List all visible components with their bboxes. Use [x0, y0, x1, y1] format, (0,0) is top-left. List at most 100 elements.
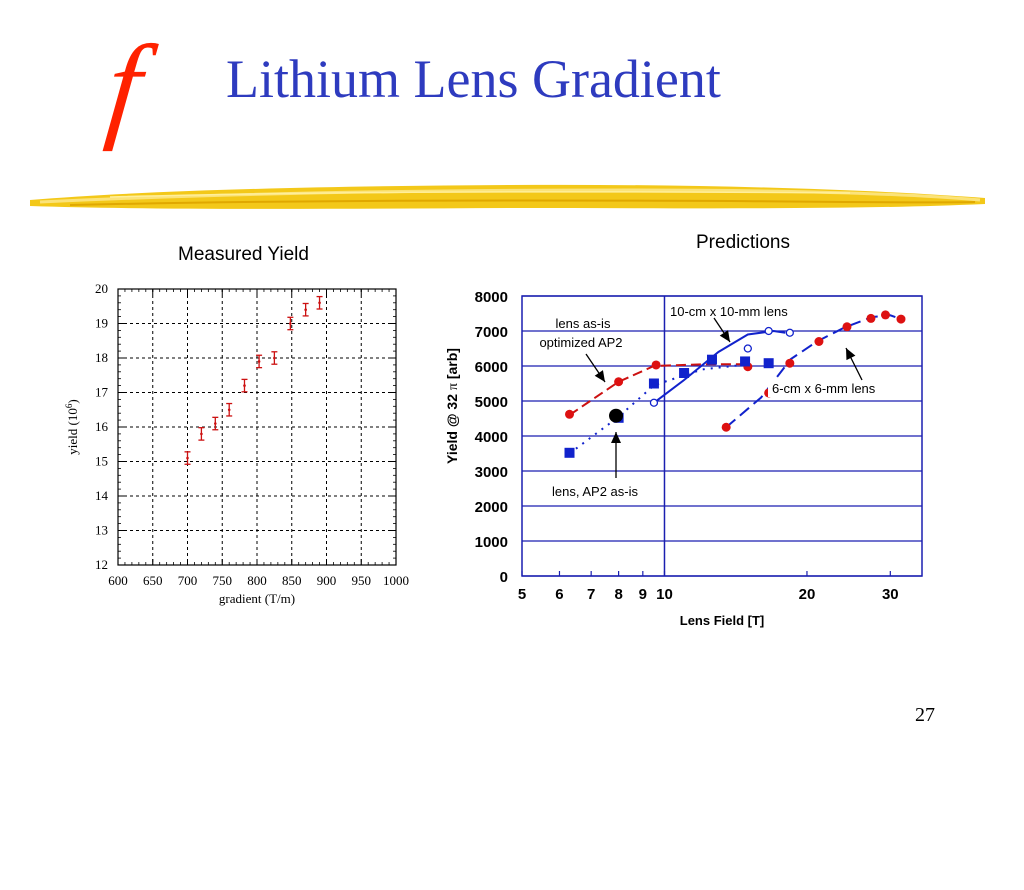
data-point: [214, 422, 217, 425]
data-point-square: [679, 368, 690, 378]
data-point: [227, 408, 231, 412]
y-tick-label: 4000: [475, 429, 508, 446]
error-bar-point: [256, 354, 263, 369]
data-point: [186, 456, 189, 460]
y-axis-label-exponent: 6: [64, 403, 74, 408]
x-tick-label: 1000: [383, 573, 409, 588]
annotation-arrowhead: [611, 432, 621, 443]
x-tick-label: 800: [247, 573, 267, 588]
highlight-point: [609, 408, 624, 423]
error-bar-point: [212, 416, 219, 431]
y-tick-label: 0: [500, 569, 508, 586]
x-tick-label: 850: [282, 573, 302, 588]
error-bar-point: [226, 402, 233, 417]
data-point-open-circle: [785, 328, 794, 337]
y-tick-label: 14: [95, 488, 109, 503]
error-bar-point: [302, 302, 309, 317]
y-tick-label: 15: [95, 454, 108, 469]
annotation-ann_6cm: 6-cm x 6-mm lens: [772, 381, 876, 396]
data-point: [257, 360, 261, 363]
x-tick-label: 30: [882, 586, 899, 603]
x-tick-label: 700: [178, 573, 198, 588]
y-tick-label: 5000: [475, 394, 508, 411]
annotation-ann_lens_asis: lens as-is: [556, 316, 611, 331]
x-tick-label: 950: [352, 573, 372, 588]
series-line-lens_asis_optimized: [568, 363, 748, 416]
y-tick-label: 12: [95, 557, 108, 572]
y-tick-label: 16: [95, 419, 109, 434]
error-bar-point: [241, 378, 248, 393]
data-point: [273, 356, 276, 360]
y-tick-label: 18: [95, 350, 108, 365]
annotation-background: [668, 303, 808, 320]
annotation-arrowhead: [719, 330, 730, 342]
y-tick-label: 7000: [475, 324, 508, 341]
data-point-circle: [614, 377, 624, 387]
annotation-arrow: [611, 432, 621, 478]
annotation-ann_ap2: lens, AP2 as-is: [552, 484, 638, 499]
data-point-open-circle: [649, 398, 659, 407]
annotation-ann_10cm: 10-cm x 10-mm lens: [670, 304, 788, 319]
data-point: [318, 301, 321, 305]
y-axis-label-pi: π: [446, 383, 461, 390]
x-axis-label: Lens Field [T]: [680, 613, 765, 628]
x-tick-label: 750: [213, 573, 233, 588]
error-bar-point: [198, 427, 205, 441]
x-axis-label: gradient (T/m): [219, 591, 295, 606]
slide-logo-letter: f: [101, 21, 148, 152]
y-tick-label: 8000: [475, 289, 508, 306]
data-point: [289, 322, 292, 325]
x-tick-label: 20: [799, 586, 816, 603]
y-tick-label: 2000: [475, 499, 508, 516]
x-tick-label: 10: [656, 586, 673, 603]
x-tick-label: 6: [555, 586, 563, 603]
page-number: 27: [915, 704, 935, 726]
data-point-square: [706, 354, 717, 365]
x-tick-label: 900: [317, 573, 337, 588]
data-point: [304, 308, 307, 311]
y-tick-label: 13: [95, 523, 108, 538]
y-tick-label: 20: [95, 281, 108, 296]
y-axis-label: yield (106): [64, 399, 80, 454]
data-point: [200, 432, 203, 436]
y-axis-label-text: ): [65, 399, 80, 403]
x-tick-label: 7: [587, 586, 595, 603]
data-point-circle: [651, 360, 661, 370]
x-tick-label: 9: [639, 586, 647, 603]
error-bar-point: [287, 316, 294, 331]
plot-frame: [521, 295, 923, 577]
error-bar-point: [271, 351, 278, 365]
y-axis-label-text: yield (10: [65, 408, 80, 455]
y-axis-label-unit: [arb]: [444, 348, 460, 383]
measured-yield-chart: 600 650 700 750 800 850 900 950 1000 12 13 14 15 16 17…: [64, 281, 409, 606]
y-tick-label: 6000: [475, 359, 508, 376]
annotation-arrowhead: [594, 370, 605, 382]
annotation-arrow: [585, 353, 606, 383]
slide-title: Lithium Lens Gradient: [226, 49, 721, 109]
series-line-lens_ap2_asis: [568, 363, 748, 455]
y-tick-label: 1000: [475, 534, 508, 551]
y-axis-label-text: Yield @ 32: [444, 390, 460, 464]
predictions-chart: 0 1000 2000 3000 4000 5000 6000 7000 8000 5 6 7 8 9 10…: [444, 289, 923, 628]
data-point-square: [763, 358, 774, 369]
data-point: [243, 384, 246, 387]
plot-frame: [117, 288, 397, 566]
data-point-open-circle: [743, 344, 752, 353]
annotation-ann_optimized: optimized AP2: [539, 335, 622, 350]
data-point-open-circle: [764, 326, 773, 336]
x-tick-label: 8: [614, 586, 622, 603]
measured-yield-title: Measured Yield: [178, 244, 309, 265]
data-point-square: [564, 447, 575, 458]
data-point-circle: [896, 314, 906, 324]
title-divider-brushstroke: [30, 184, 985, 209]
y-axis-label: Yield @ 32 π [arb]: [444, 348, 461, 464]
data-point-circle: [866, 313, 876, 323]
series-line-lens_6cm_6mm_blue: [725, 314, 901, 429]
annotation-arrowhead: [846, 348, 856, 361]
data-point-circle: [880, 310, 890, 320]
data-point-circle: [785, 358, 795, 368]
predictions-title: Predictions: [696, 232, 790, 253]
x-tick-label: 5: [518, 586, 526, 603]
error-bar-point: [316, 295, 323, 310]
data-point-circle: [814, 337, 824, 346]
